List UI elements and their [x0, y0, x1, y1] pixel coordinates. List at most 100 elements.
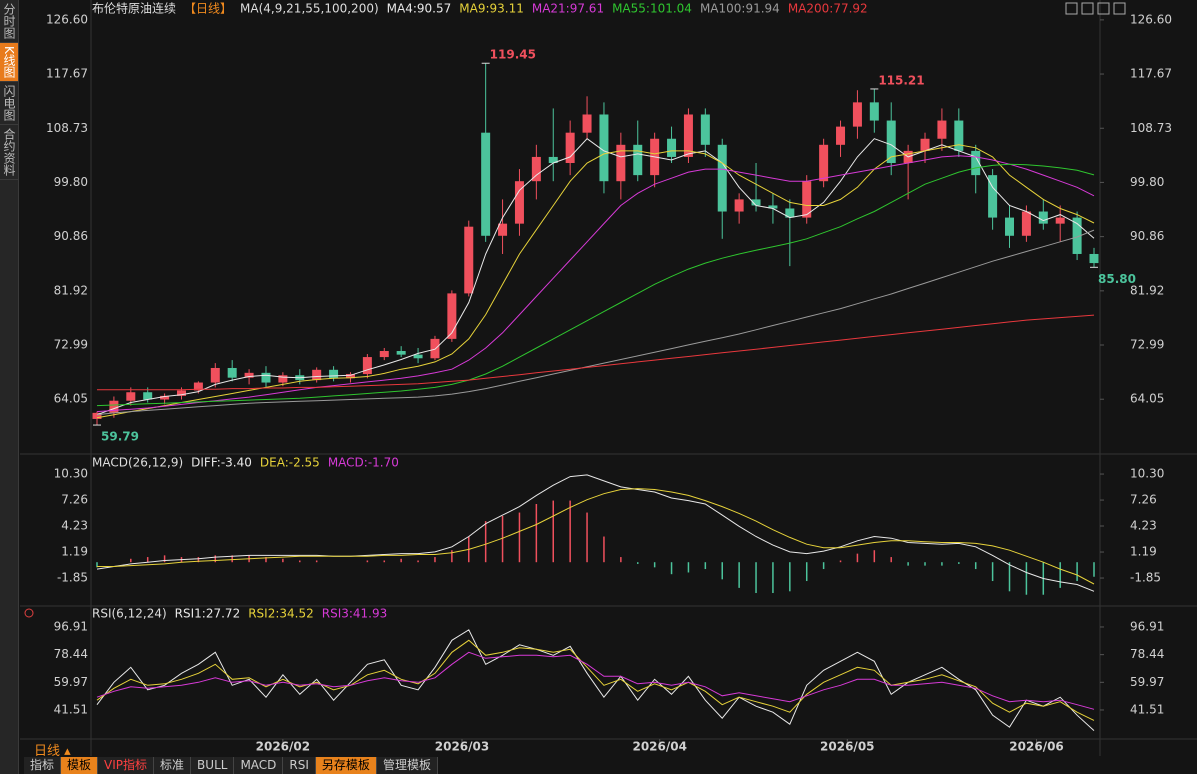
y-tick-label: 96.91	[54, 619, 88, 633]
macd-bar	[214, 555, 217, 563]
legend-entry: MA100:91.94	[700, 2, 780, 16]
chart-subtitle: 【日线】	[184, 2, 232, 16]
macd-bar	[569, 500, 571, 563]
tool[interactable]: VIP指标	[98, 757, 155, 774]
tab[interactable]: 合约资料	[0, 125, 18, 180]
candle-body	[548, 156, 558, 164]
candle-body	[633, 144, 643, 176]
candle-body	[582, 114, 592, 133]
candle-body	[447, 293, 457, 339]
tool[interactable]: 标准	[154, 757, 192, 774]
candle-body	[329, 369, 339, 379]
candle-body	[565, 132, 575, 164]
candle-body	[1089, 253, 1099, 264]
macd-bar	[974, 562, 977, 570]
macd-bar	[1076, 562, 1078, 582]
legend-entry: MA9:93.11	[459, 2, 524, 16]
tool[interactable]: 模板	[61, 757, 99, 774]
candle-body	[312, 369, 322, 381]
candle-body	[819, 144, 829, 182]
macd-bar	[299, 560, 301, 563]
macd-bar	[620, 557, 622, 563]
y-tick-label: 59.97	[54, 675, 88, 689]
tool[interactable]: 管理模板	[376, 757, 438, 774]
macd-bar	[890, 557, 892, 563]
chart: 126.60 126.60 117.67 117.67 108.73 108.73 99.8…	[20, 0, 1197, 756]
button[interactable]	[1113, 2, 1126, 15]
y-tick-label: 64.05	[54, 392, 88, 406]
candle-body	[667, 138, 677, 157]
macd-bar	[146, 557, 149, 563]
y-tick-label: 59.97	[1130, 675, 1164, 689]
macd-bar	[789, 562, 791, 592]
candle-body	[785, 208, 795, 218]
macd-bar	[907, 562, 909, 566]
candle-body	[531, 156, 541, 182]
macd-bar	[501, 515, 504, 563]
candle-body	[616, 144, 626, 182]
y-tick-label: 64.05	[1130, 392, 1164, 406]
period[interactable]: 日线 ▴	[34, 744, 71, 759]
x-tick-label: 2026/03	[435, 740, 489, 754]
macd-bar	[839, 560, 842, 563]
period-label[interactable]: 日线	[34, 744, 61, 759]
y-tick-label: -1.85	[1130, 571, 1161, 585]
y-tick-label: 81.92	[54, 283, 88, 297]
candle-body	[954, 120, 964, 151]
candle-body	[261, 372, 271, 383]
macd-bar	[822, 562, 825, 570]
tab[interactable]: K线图	[0, 43, 18, 82]
tab[interactable]: 分时图	[0, 0, 18, 43]
y-tick-label: 72.99	[1130, 337, 1164, 351]
candle-body	[937, 120, 947, 139]
line	[96, 651, 1095, 710]
icon[interactable]	[24, 608, 34, 618]
y-tick-label: 78.44	[54, 647, 88, 661]
line	[97, 488, 1095, 585]
y-tick-label: 108.73	[1130, 121, 1172, 135]
candle-body	[210, 367, 220, 383]
macd-bar	[366, 560, 369, 563]
legend-entry: MA4:90.57	[387, 2, 452, 16]
macd-bar	[231, 555, 233, 563]
candle-body	[481, 132, 491, 236]
candle-body	[193, 382, 203, 391]
x-tick-label: 2026/02	[256, 740, 310, 754]
macd-bar	[282, 558, 284, 563]
tool[interactable]: BULL	[191, 757, 235, 774]
indicator: RSI(6,12,24)	[92, 607, 167, 621]
macd-bar	[991, 562, 994, 582]
y-tick-label: 117.67	[46, 67, 88, 81]
candle-body	[717, 144, 727, 212]
macd-bar	[772, 562, 774, 594]
y-tick-label: 10.30	[54, 467, 88, 481]
window-buttons	[1065, 2, 1126, 15]
tool[interactable]: MACD	[234, 757, 284, 774]
tab[interactable]: 闪电图	[0, 82, 18, 125]
y-tick-label: 7.26	[1130, 493, 1157, 507]
macd-bar	[518, 512, 521, 563]
macd-bar	[738, 562, 740, 588]
tool[interactable]: 另存模板	[315, 757, 377, 774]
button[interactable]	[1065, 2, 1078, 15]
candle-body	[734, 199, 744, 212]
macd-bar	[96, 562, 98, 568]
x-tick-label: 2026/04	[632, 740, 686, 754]
chart-title: 布伦特原油连续	[92, 1, 176, 16]
macd-bar	[603, 536, 605, 563]
candle-body	[852, 102, 862, 127]
candle-body	[109, 400, 119, 413]
candle-body	[599, 114, 609, 182]
legend-entry: MACD:-1.70	[328, 456, 399, 470]
button[interactable]	[1097, 2, 1110, 15]
tool[interactable]: RSI	[283, 757, 316, 774]
candle-body	[836, 126, 846, 145]
y-tick-label: 1.19	[1130, 545, 1157, 559]
candle-body	[92, 412, 102, 419]
legend-entry: DIFF:-3.40	[191, 456, 252, 470]
candle-body	[126, 392, 136, 401]
candle-body	[1005, 217, 1015, 236]
button[interactable]	[1081, 2, 1094, 15]
candle-body	[514, 181, 524, 224]
tool[interactable]: 指标	[24, 757, 62, 774]
